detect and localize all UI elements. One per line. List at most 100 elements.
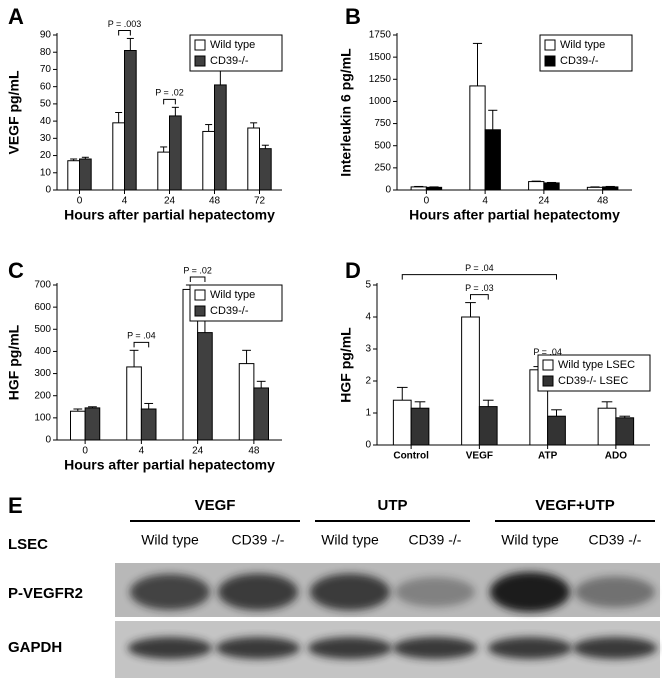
group-label: VEGF	[195, 497, 236, 514]
significance-bracket	[470, 294, 489, 300]
lane-label: Wild type	[321, 532, 379, 548]
x-tick-label: 4	[139, 446, 145, 457]
legend-swatch	[194, 55, 206, 67]
lane-label: CD39 -/-	[589, 532, 642, 548]
error-bar	[115, 112, 123, 123]
significance-label: P = .003	[108, 19, 142, 29]
error-bar	[144, 402, 154, 409]
bar	[140, 408, 157, 441]
y-tick-label: 90	[40, 30, 52, 41]
bar	[469, 85, 486, 191]
y-tick-label: 1250	[369, 74, 392, 85]
error-bar	[160, 146, 168, 153]
y-tick-label: 400	[34, 346, 51, 357]
blot-band	[573, 637, 657, 659]
legend-label: Wild type	[210, 39, 255, 51]
error-bar	[482, 399, 494, 407]
legend-label: CD39-/-	[210, 305, 249, 317]
x-tick-label: VEGF	[466, 451, 493, 462]
error-bar	[242, 349, 251, 364]
bar	[126, 366, 142, 441]
y-tick-label: 70	[40, 64, 52, 75]
bar	[202, 130, 216, 191]
error-bar	[73, 408, 83, 412]
legend-label: Wild type	[560, 39, 605, 51]
legend-label: CD39-/-	[210, 55, 249, 67]
y-tick-label: 300	[34, 368, 51, 379]
bar	[84, 407, 101, 441]
error-bar	[129, 349, 139, 367]
bar	[79, 158, 92, 191]
y-tick-label: 600	[34, 302, 51, 313]
bar	[478, 406, 498, 446]
bar	[124, 50, 137, 191]
y-tick-label: 0	[45, 185, 51, 196]
significance-label: P = .04	[127, 331, 156, 341]
bar	[410, 407, 430, 446]
panel-label: D	[345, 258, 361, 283]
significance-label: P = .02	[155, 88, 184, 98]
blot-band	[490, 572, 570, 612]
blot-band	[130, 574, 210, 610]
x-tick-label: 24	[538, 196, 550, 207]
y-tick-label: 750	[374, 118, 391, 129]
blot-band	[308, 637, 392, 659]
panel-label: B	[345, 4, 361, 29]
x-tick-label: 4	[482, 196, 488, 207]
legend-swatch	[194, 305, 206, 317]
legend-swatch	[544, 55, 556, 67]
error-bar	[488, 109, 498, 130]
bar	[543, 182, 560, 191]
y-tick-label: 1	[365, 408, 371, 419]
error-bar	[256, 380, 266, 388]
significance-bracket	[189, 276, 206, 282]
error-bar	[551, 409, 562, 417]
y-tick-label: 1000	[369, 96, 392, 107]
y-tick-label: 1500	[369, 52, 392, 63]
legend-swatch	[194, 39, 206, 51]
lane-label: CD39 -/-	[409, 532, 462, 548]
x-tick-label: 48	[597, 196, 609, 207]
error-bar	[414, 401, 426, 409]
blot-band	[395, 577, 475, 607]
bar	[197, 332, 213, 441]
significance-label: P = .03	[465, 283, 494, 293]
y-tick-label: 500	[374, 140, 391, 151]
x-axis-title: Hours after partial hepatectomy	[64, 457, 275, 473]
bar	[70, 410, 86, 441]
bar	[597, 407, 617, 446]
legend-label: CD39-/- LSEC	[558, 375, 628, 387]
error-bar	[126, 37, 134, 51]
x-tick-label: 0	[424, 196, 430, 207]
bar	[528, 181, 545, 191]
y-tick-label: 50	[40, 99, 52, 110]
bar	[461, 316, 480, 446]
legend-swatch	[544, 39, 556, 51]
y-tick-label: 1750	[369, 30, 392, 41]
y-tick-label: 200	[34, 390, 51, 401]
x-tick-label: Control	[393, 451, 429, 462]
legend-label: Wild type	[210, 289, 255, 301]
row-label: GAPDH	[8, 639, 62, 656]
legend-box	[537, 354, 651, 392]
y-tick-label: 4	[365, 312, 371, 323]
panel-label: A	[8, 4, 24, 29]
significance-bracket	[163, 98, 176, 105]
significance-bracket	[401, 274, 557, 280]
x-tick-label: 48	[248, 446, 260, 457]
y-tick-label: 0	[45, 435, 51, 446]
group-label: VEGF+UTP	[535, 497, 615, 514]
bar	[392, 399, 412, 446]
bar	[214, 84, 227, 191]
y-tick-label: 10	[40, 167, 52, 178]
x-tick-label: 24	[192, 446, 204, 457]
y-tick-label: 700	[34, 280, 51, 291]
y-tick-label: 20	[40, 150, 52, 161]
y-axis-title: Interleukin 6 pg/mL	[338, 48, 354, 177]
y-tick-label: 0	[365, 440, 371, 451]
blot-band	[393, 637, 477, 659]
y-axis-title: HGF pg/mL	[6, 324, 22, 400]
blot-band	[575, 576, 655, 608]
error-bar	[472, 42, 483, 86]
